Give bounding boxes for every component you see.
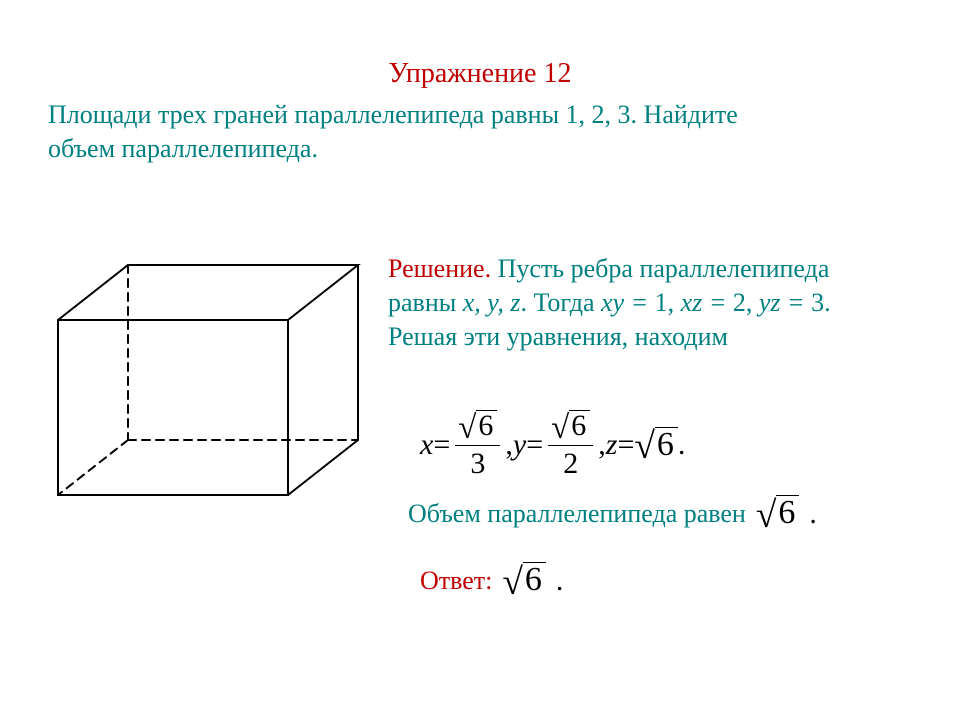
solution-eq3: yz = [759,288,811,317]
x-num: √6 [455,410,500,443]
volume-line: Объем параллелепипеда равен √6 . [408,495,928,532]
solution-t3: Решая эти уравнения, находим [388,322,728,351]
eq-sign: = [433,428,450,462]
problem-text: Площади трех граней параллелепипеда равн… [48,98,768,166]
eq-sign-3: = [617,428,634,462]
period2: . [809,497,817,531]
solution-text: Решение. Пусть ребра параллелепипеда рав… [388,252,903,353]
x-fraction: √6 3 [455,410,500,480]
x-den: 3 [467,448,488,480]
comma2: , [598,428,606,462]
solution-t2: . Тогда [520,288,601,317]
solution-v3: 3. [811,288,831,317]
solution-eq1: xy = [601,288,655,317]
exercise-title: Упражнение 12 [0,58,960,90]
period1: . [678,428,686,462]
x-var: x [420,428,433,462]
y-num: √6 [548,410,593,443]
z-var: z [606,428,618,462]
volume-value: √6 [756,495,800,532]
answer-label: Ответ: [420,566,492,596]
y-den: 2 [560,448,581,480]
volume-label: Объем параллелепипеда равен [408,499,746,529]
solution-vars: x, y, z [463,288,521,317]
parallelepiped-figure [48,250,368,520]
answer-value: √6 [502,562,546,599]
comma1: , [505,428,513,462]
y-var: y [513,428,526,462]
xyz-formula: x = √6 3 , y = √6 2 , z = √6 . [420,410,935,480]
solution-prefix: Решение. [388,254,491,283]
answer-line: Ответ: √6 . [420,562,563,599]
y-fraction: √6 2 [548,410,593,480]
solution-v2: 2, [733,288,759,317]
z-val: √6 [634,426,678,463]
solution-eq2: xz = [681,288,733,317]
eq-sign-2: = [526,428,543,462]
solution-v1: 1, [655,288,681,317]
period3: . [556,564,564,598]
